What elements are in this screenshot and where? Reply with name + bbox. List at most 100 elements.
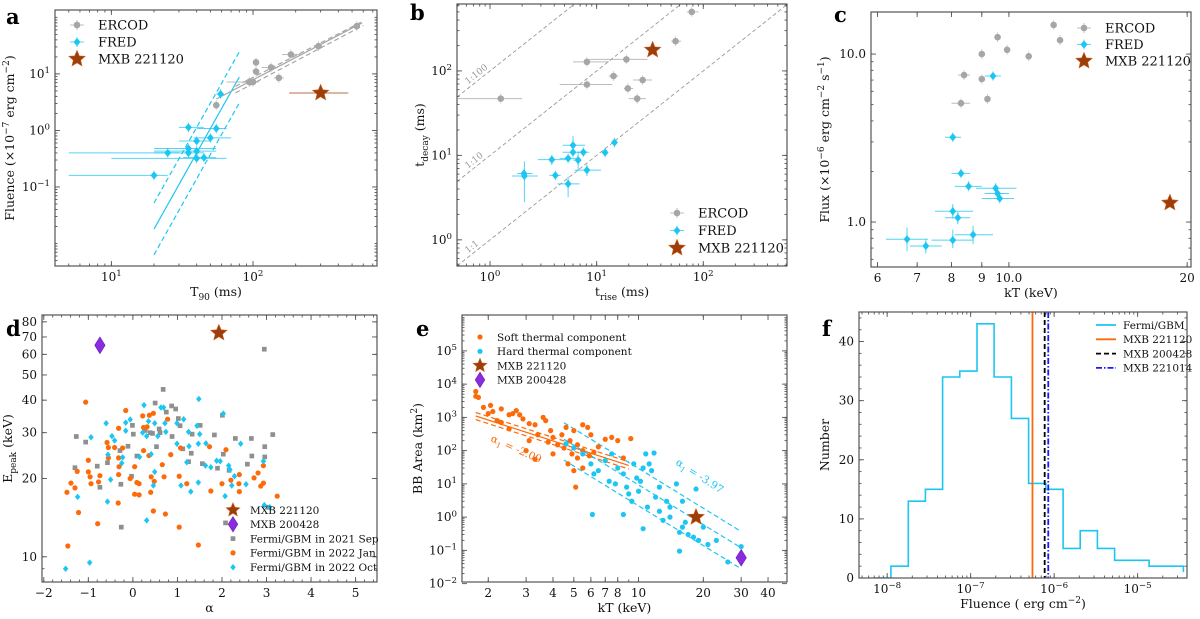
data-point (690, 534, 697, 540)
data-point (177, 423, 183, 429)
data-point (123, 427, 129, 435)
data-point (260, 463, 267, 469)
data-point (1003, 46, 1011, 54)
data-point (532, 422, 538, 428)
legend-marker (68, 49, 86, 67)
data-point (228, 477, 234, 483)
data-point (548, 155, 556, 164)
data-point (640, 526, 646, 532)
data-point (620, 511, 626, 518)
data-point (563, 424, 569, 430)
legend-item: Fermi/GBM in 2021 Sep (230, 533, 379, 545)
histogram-bin (1132, 559, 1149, 561)
x-tick-label: 8 (614, 586, 622, 600)
data-point (245, 461, 250, 467)
data-point (610, 72, 617, 80)
data-point (189, 431, 195, 437)
data-point (563, 441, 569, 447)
data-point (580, 451, 586, 457)
legend-item: Fermi/GBM in 2022 Oct (230, 562, 378, 574)
x-tick-label: 10−7 (957, 581, 985, 596)
data-point (94, 463, 100, 469)
x-axis-label: Fluence ( erg cm−2) (960, 596, 1086, 611)
data-point (136, 453, 143, 461)
data-point (574, 455, 581, 461)
data-point (260, 457, 267, 465)
panel-letter: f (822, 316, 833, 341)
data-point (136, 492, 142, 498)
data-point (695, 537, 702, 543)
data-point (574, 155, 582, 165)
data-point (174, 420, 180, 427)
data-point (95, 521, 101, 527)
data-point (134, 453, 140, 459)
legend-label: FRED (98, 36, 137, 51)
y-tick-label: 20 (839, 453, 854, 467)
data-point (640, 465, 646, 471)
y-tick-label: 102 (431, 63, 452, 78)
series-fermi-gbm-in-2021-sep (72, 346, 276, 530)
data-point (231, 472, 238, 480)
x-tick-label: 4 (549, 586, 557, 600)
x-tick-label: 6 (587, 586, 595, 600)
y-axis-label: Fluence (×10−7 erg cm−2) (2, 55, 17, 220)
legend-label: FRED (698, 224, 737, 239)
data-point (922, 241, 930, 251)
data-point (595, 444, 601, 450)
data-point (83, 439, 88, 445)
y-tick-label: 10 (22, 550, 37, 564)
data-point (193, 147, 201, 156)
legend-label: Fermi/GBM in 2021 Sep (250, 533, 379, 545)
data-point (498, 419, 504, 426)
data-point (473, 388, 479, 395)
data-point (209, 323, 228, 341)
data-point (548, 428, 554, 434)
x-tick-label: 9 (978, 271, 986, 285)
data-point (1056, 36, 1064, 44)
data-point (97, 473, 103, 479)
panel-letter: d (6, 316, 21, 341)
data-point (615, 465, 621, 471)
data-point (620, 455, 626, 461)
series-hard-thermal-component (563, 441, 744, 565)
data-point (565, 461, 571, 467)
legend-item: ERCOD (1077, 22, 1155, 37)
data-point (520, 416, 526, 422)
data-point (261, 346, 267, 352)
data-point (506, 426, 512, 432)
data-point (160, 404, 167, 411)
legend-item: FRED (670, 224, 737, 239)
y-tick-label: 70 (22, 330, 37, 344)
data-point (161, 474, 167, 480)
legend-item: MXB 200428 (1096, 348, 1192, 360)
data-point (687, 507, 705, 525)
y-tick-label: 100 (29, 123, 50, 138)
plot-area (873, 312, 1185, 578)
data-point (497, 95, 505, 102)
data-point (123, 407, 129, 414)
legend-marker (73, 37, 81, 47)
legend-item: MXB 221120 (1096, 334, 1192, 346)
data-point (150, 171, 158, 180)
data-point (646, 461, 652, 467)
data-point (660, 517, 666, 523)
data-point (163, 409, 169, 415)
data-point (68, 480, 74, 486)
series-fermi-gbm-in-2022-oct (62, 395, 273, 572)
data-point (243, 481, 249, 488)
plot-area (473, 388, 747, 570)
legend-marker (673, 209, 681, 217)
data-point (146, 412, 152, 418)
y-tick-label: 100 (436, 509, 457, 524)
data-point (220, 451, 226, 457)
data-point (104, 498, 111, 505)
histogram-bin (1115, 559, 1132, 561)
data-point (129, 473, 134, 479)
data-point (564, 179, 572, 188)
series-mxb-221120 (209, 323, 228, 341)
data-point (611, 138, 618, 147)
data-point (475, 394, 482, 400)
data-point (72, 465, 78, 471)
data-point (1050, 21, 1057, 29)
data-point (606, 478, 612, 484)
